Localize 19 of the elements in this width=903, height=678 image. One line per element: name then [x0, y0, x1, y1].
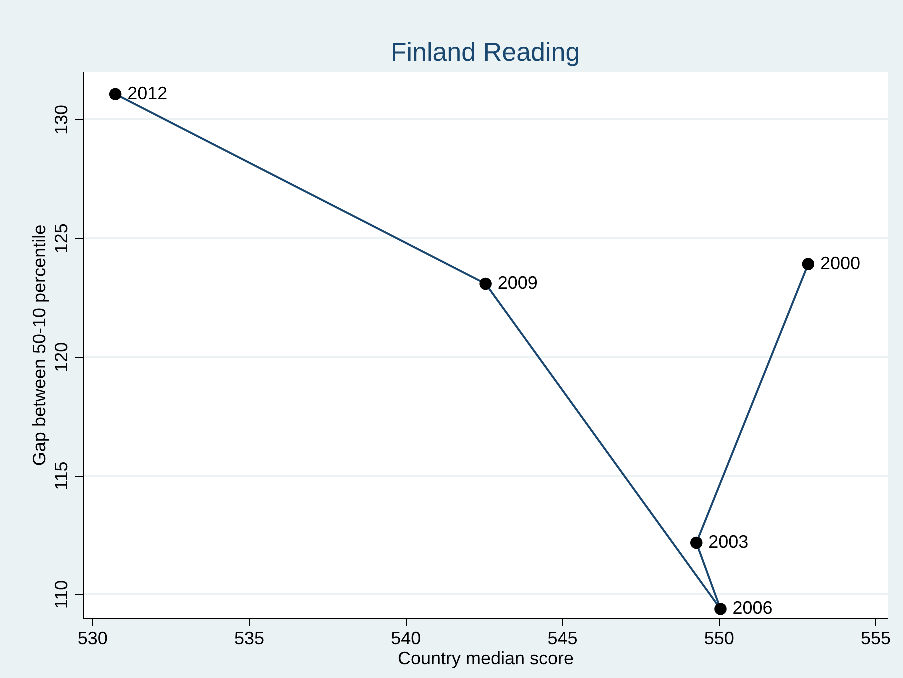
- x-tick-label: 540: [391, 628, 422, 648]
- y-axis-title: Gap between 50-10 percentile: [30, 224, 50, 466]
- x-tick-label: 550: [704, 628, 734, 648]
- annotation: 2000: [820, 253, 860, 274]
- x-tick-label: 545: [548, 628, 578, 648]
- annotation: 2009: [498, 272, 538, 293]
- y-tick-label: 120: [52, 342, 72, 372]
- y-tick-label: 115: [52, 462, 72, 490]
- annotation: 2003: [708, 532, 749, 552]
- x-tick-label: 530: [78, 628, 108, 648]
- annotation: 2006: [732, 598, 773, 618]
- y-tick-label: 130: [52, 104, 72, 135]
- x-tick-label: 555: [860, 628, 891, 648]
- x-tick-label: 535: [234, 628, 265, 648]
- x-axis-title: Country median score: [398, 648, 574, 668]
- annotation: 2012: [128, 83, 168, 104]
- y-tick-label: 110: [52, 580, 72, 610]
- y-tick-label: 125: [52, 224, 72, 254]
- chart-title: Finland Reading: [390, 37, 580, 67]
